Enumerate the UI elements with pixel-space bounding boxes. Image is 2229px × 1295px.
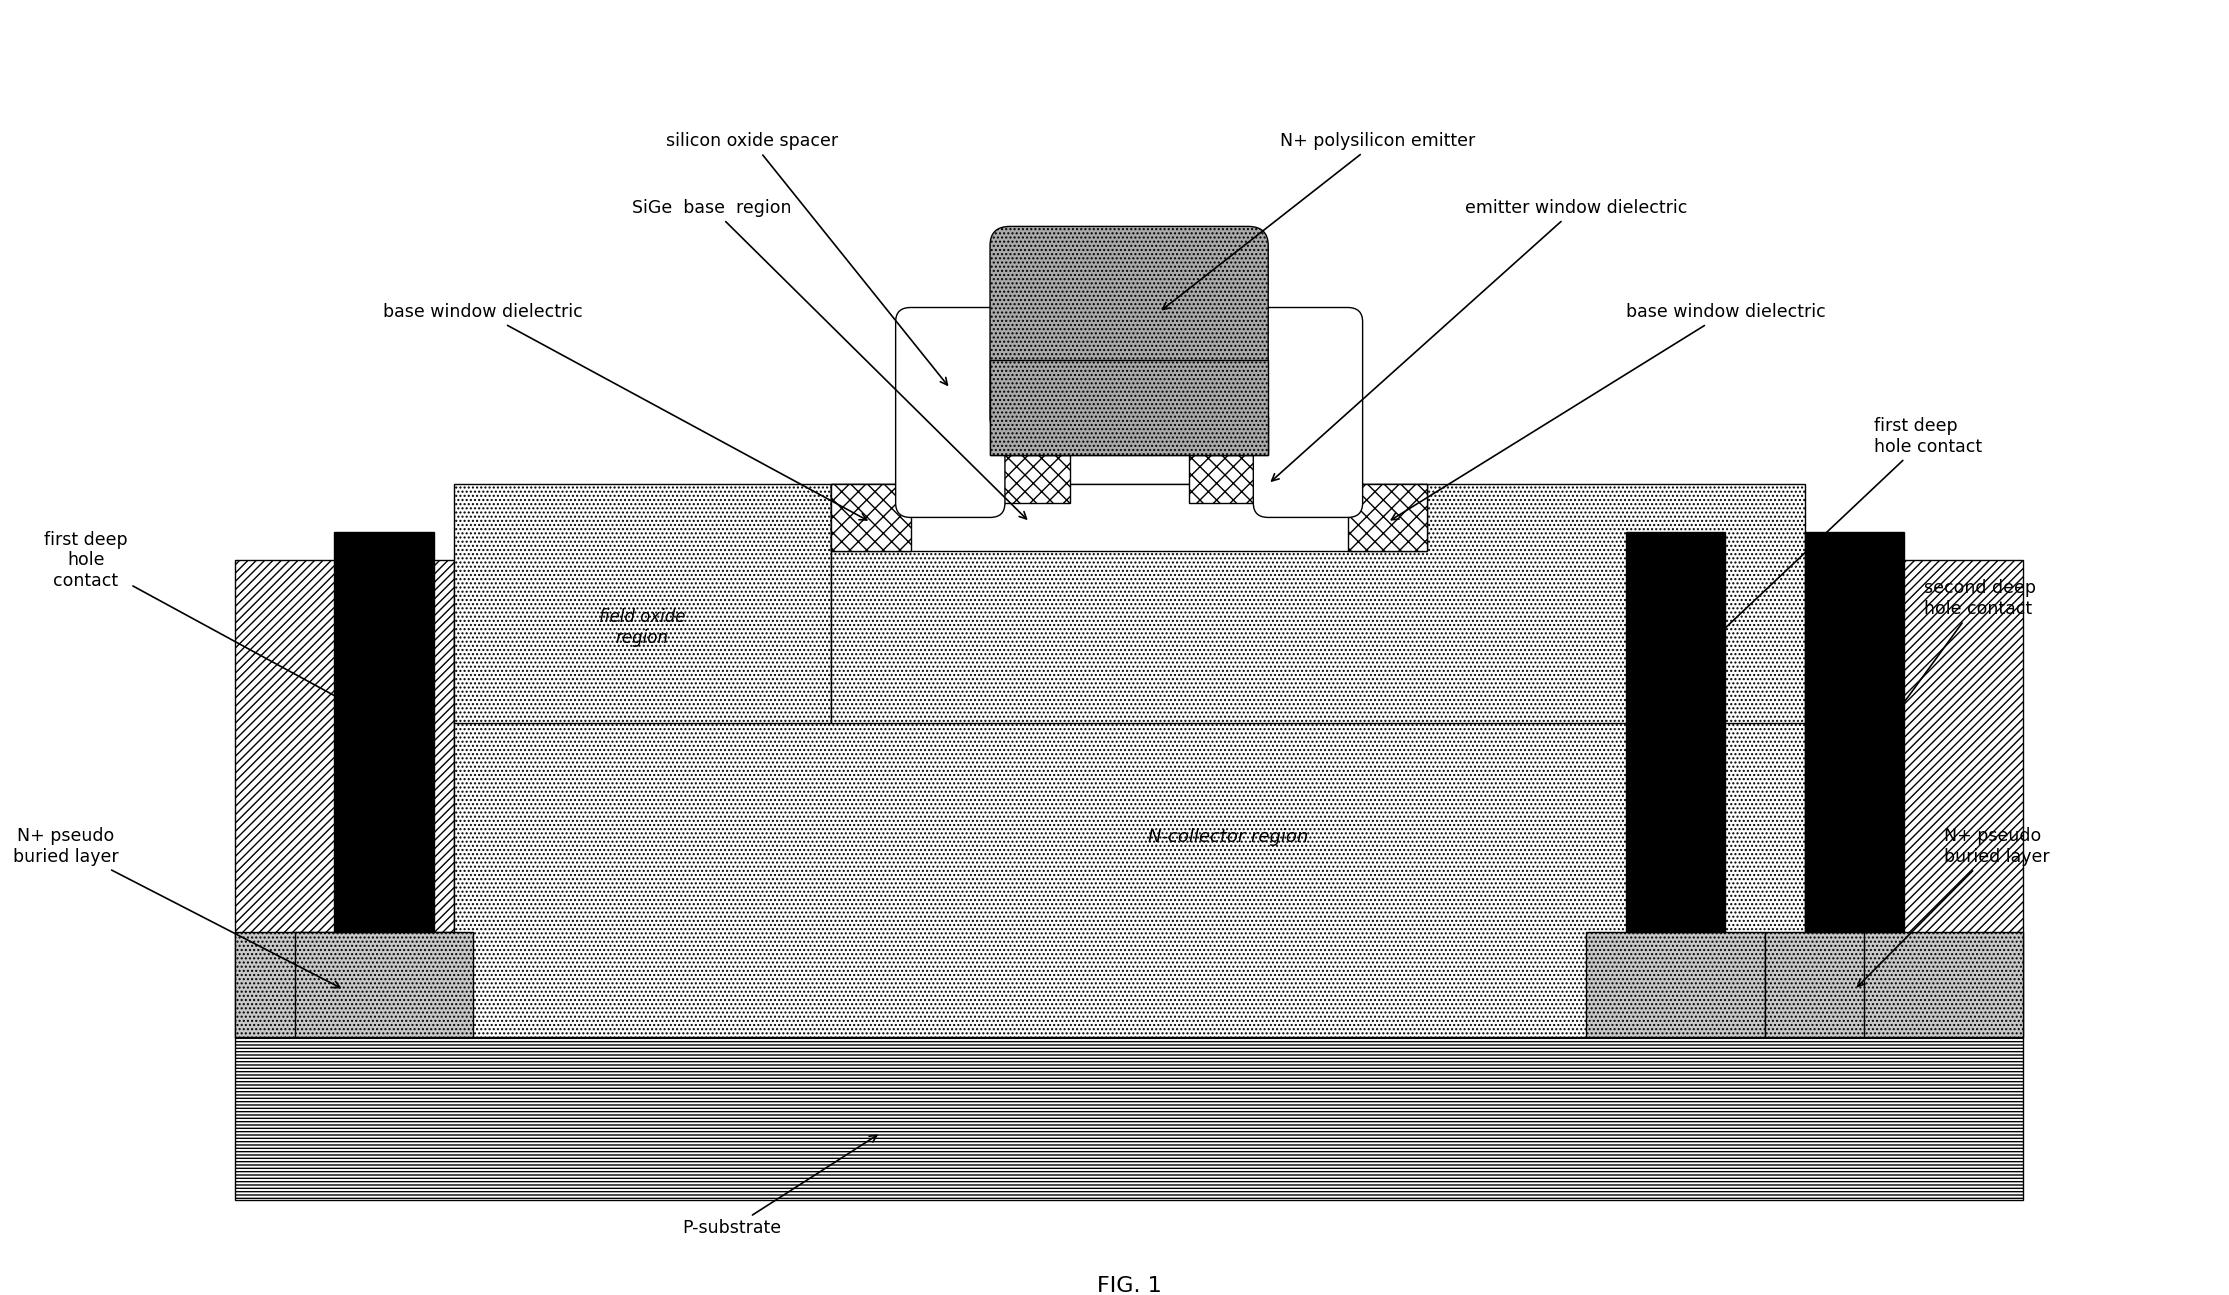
Text: FIG. 1: FIG. 1 bbox=[1097, 1276, 1161, 1295]
Bar bbox=[234, 932, 452, 1037]
Bar bbox=[234, 561, 452, 1037]
Bar bbox=[234, 1037, 2024, 1199]
Bar bbox=[1765, 932, 1863, 1037]
FancyBboxPatch shape bbox=[896, 307, 1005, 518]
Bar bbox=[294, 932, 473, 1037]
Text: first deep
hole contact: first deep hole contact bbox=[1678, 417, 1982, 672]
Text: emitter window dielectric: emitter window dielectric bbox=[1273, 199, 1687, 480]
Text: field oxide
region: field oxide region bbox=[600, 607, 687, 646]
Bar bbox=[990, 360, 1268, 456]
Text: N-collector region: N-collector region bbox=[1148, 828, 1308, 846]
Bar bbox=[1805, 561, 2024, 1037]
FancyBboxPatch shape bbox=[1253, 307, 1362, 518]
Bar bbox=[831, 484, 909, 550]
Bar bbox=[452, 627, 1805, 1037]
Bar bbox=[831, 484, 1805, 723]
Text: N+ polysilicon emitter: N+ polysilicon emitter bbox=[1164, 132, 1476, 310]
Text: base window dielectric: base window dielectric bbox=[383, 303, 867, 521]
Bar bbox=[1349, 484, 1427, 550]
Bar bbox=[1805, 932, 2024, 1037]
FancyBboxPatch shape bbox=[990, 227, 1268, 436]
Bar bbox=[990, 456, 1070, 504]
Text: first deep
hole
contact: first deep hole contact bbox=[45, 531, 379, 720]
Text: base window dielectric: base window dielectric bbox=[1391, 303, 1826, 519]
Bar bbox=[1188, 456, 1268, 504]
Bar bbox=[990, 417, 1268, 456]
Text: silicon oxide spacer: silicon oxide spacer bbox=[666, 132, 947, 385]
Bar bbox=[831, 484, 1427, 550]
Bar bbox=[1625, 532, 1725, 932]
Text: P-substrate: P-substrate bbox=[682, 1136, 876, 1237]
Bar bbox=[334, 532, 435, 932]
Text: N+ pseudo
buried layer: N+ pseudo buried layer bbox=[1857, 828, 2048, 987]
Text: N+ pseudo
buried layer: N+ pseudo buried layer bbox=[13, 828, 341, 988]
Text: SiGe  base  region: SiGe base region bbox=[633, 199, 1028, 519]
Bar bbox=[452, 484, 831, 723]
Text: second deep
hole contact: second deep hole contact bbox=[1857, 579, 2035, 767]
Bar bbox=[1805, 532, 1904, 932]
Bar bbox=[1587, 932, 1765, 1037]
